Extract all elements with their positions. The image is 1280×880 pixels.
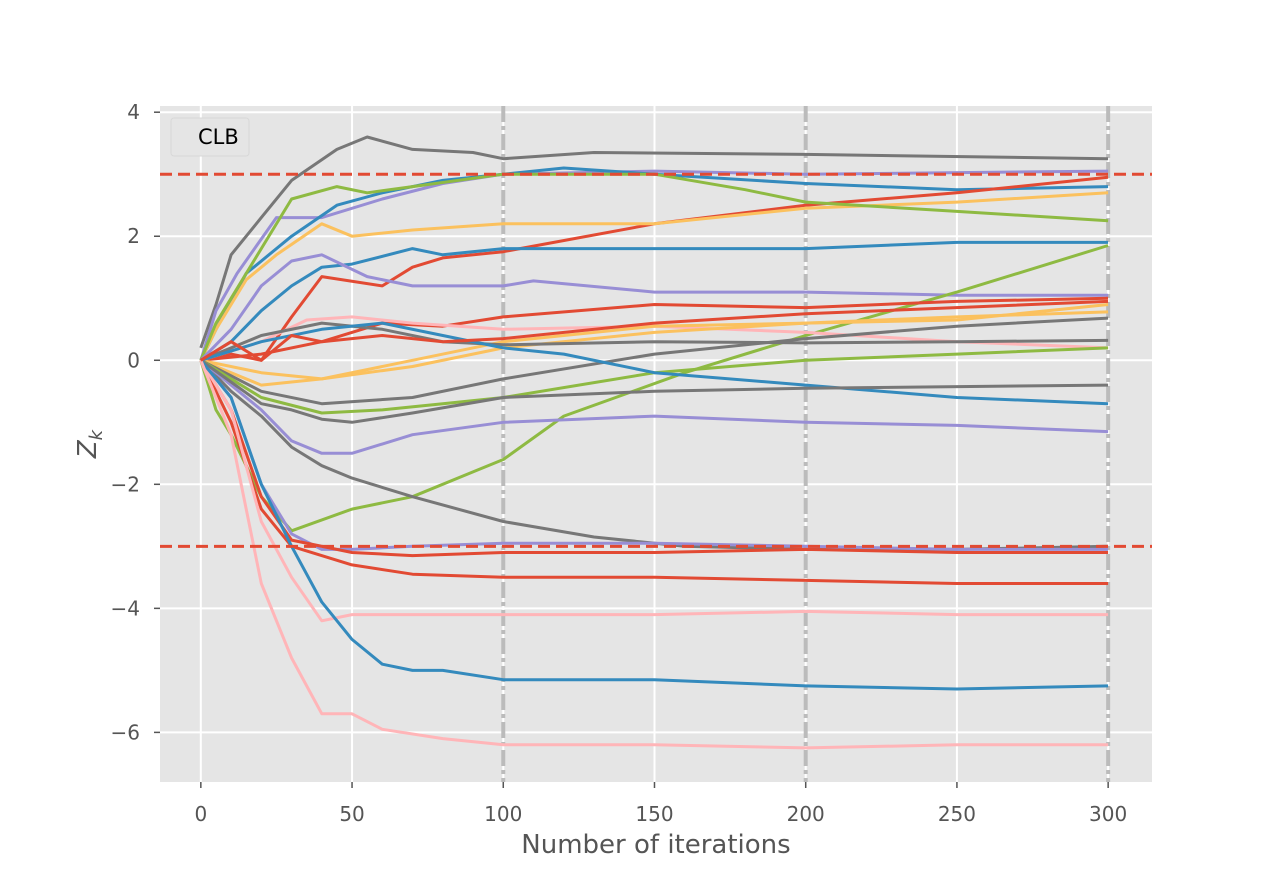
y-axis-title-subscript: k <box>86 428 107 440</box>
vertical-reference-lines <box>501 106 1111 782</box>
x-axis-title: Number of iterations <box>521 830 790 860</box>
series-line-22 <box>199 359 1109 558</box>
y-tick-label: 4 <box>127 100 140 124</box>
series-line-25 <box>199 359 1109 691</box>
x-tick-label: 50 <box>339 802 364 826</box>
y-tick-label: −4 <box>111 596 140 620</box>
series-line-19 <box>199 359 1109 455</box>
legend-box <box>170 117 250 157</box>
y-axis-title: Zk <box>73 428 107 459</box>
x-tick-label: 150 <box>635 802 673 826</box>
legend: CLB <box>170 117 250 157</box>
horizontal-reference-lines <box>160 172 1152 548</box>
y-axis-title-main: Z <box>73 439 103 459</box>
series-line-26 <box>199 359 1109 750</box>
series-line-24 <box>199 359 1109 623</box>
x-tick-label: 200 <box>787 802 825 826</box>
y-tick-label: −6 <box>111 720 140 744</box>
series-line-27 <box>200 299 1109 362</box>
series-line-1 <box>199 135 1109 349</box>
series-line-10 <box>200 296 1109 362</box>
series-line-16 <box>200 346 1109 415</box>
legend-entry-label: CLB <box>198 125 239 149</box>
y-tick-label: 0 <box>127 348 140 372</box>
series-line-7 <box>200 240 1109 362</box>
x-tick-label: 250 <box>938 802 976 826</box>
y-tick-label: 2 <box>127 224 140 248</box>
series-line-5 <box>199 191 1109 361</box>
plot-area <box>160 106 1152 782</box>
x-axis-ticks: 0 50 100 150 200 250 300 <box>194 782 1127 826</box>
y-axis-ticks: −6 −4 −2 0 2 4 <box>111 100 160 744</box>
series-line-12 <box>200 303 1109 381</box>
series-line-6 <box>199 172 1109 361</box>
series-line-21 <box>199 359 1109 424</box>
series-line-15 <box>200 321 1109 362</box>
x-tick-label: 100 <box>484 802 522 826</box>
y-tick-label: −2 <box>111 472 140 496</box>
x-tick-label: 300 <box>1089 802 1127 826</box>
series-line-8 <box>199 253 1109 362</box>
series-line-14 <box>200 316 1109 406</box>
series-line-17 <box>200 321 1109 406</box>
x-tick-label: 0 <box>194 802 207 826</box>
series-line-2 <box>199 169 1109 361</box>
